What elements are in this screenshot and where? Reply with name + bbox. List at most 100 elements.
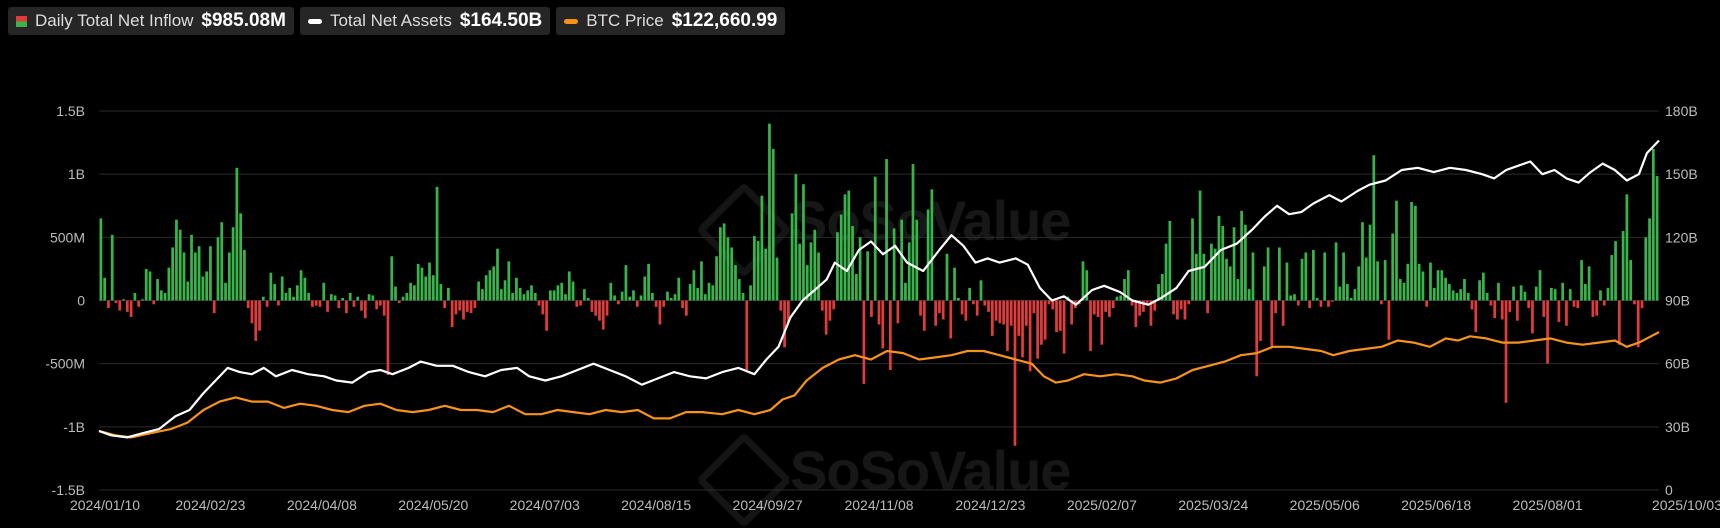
inflow-bar — [1572, 300, 1576, 307]
inflow-bar — [1021, 300, 1024, 358]
legend-inflow-label: Daily Total Net Inflow — [35, 11, 194, 30]
inflow-bar — [1315, 297, 1319, 301]
inflow-bar — [1519, 285, 1523, 301]
inflow-bar — [1024, 300, 1028, 326]
inflow-bar — [348, 292, 352, 301]
inflow-bar — [401, 296, 405, 301]
inflow-bar — [858, 237, 862, 301]
inflow-bar — [303, 277, 307, 301]
inflow-bar — [107, 300, 110, 309]
inflow-bar — [371, 295, 375, 301]
inflow-bar — [1508, 300, 1512, 312]
inflow-bar — [1108, 300, 1111, 317]
inflow-bar — [945, 253, 949, 301]
inflow-bar — [885, 159, 888, 301]
legend-assets[interactable]: Total Net Assets $164.50B — [299, 7, 551, 35]
inflow-bar — [239, 213, 243, 301]
inflow-bar — [1266, 247, 1270, 301]
inflow-bar — [205, 271, 209, 301]
inflow-bar — [639, 295, 643, 301]
inflow-bar — [277, 300, 280, 306]
inflow-bar — [526, 290, 530, 301]
inflow-bar — [409, 282, 412, 301]
inflow-bar — [749, 285, 752, 301]
inflow-bar — [1274, 300, 1277, 314]
inflow-bar — [828, 300, 832, 321]
inflow-bar — [1323, 252, 1327, 301]
inflow-bar — [227, 252, 231, 301]
inflow-bar — [522, 294, 526, 301]
inflow-bar — [1361, 222, 1364, 301]
inflow-bar — [583, 289, 586, 301]
inflow-bar — [518, 287, 522, 301]
inflow-bar — [802, 184, 805, 301]
inflow-bar — [156, 279, 159, 301]
inflow-bar — [356, 296, 360, 301]
inflow-bar — [1417, 263, 1421, 301]
inflow-bar — [786, 300, 790, 322]
inflow-bar — [269, 272, 273, 301]
inflow-bar — [556, 285, 560, 301]
inflow-bar — [431, 275, 435, 301]
inflow-bar — [1629, 260, 1633, 301]
inflow-bar — [1349, 297, 1353, 301]
inflow-bar — [881, 300, 885, 349]
inflow-bar — [1489, 300, 1493, 306]
inflow-bar — [1591, 300, 1595, 317]
inflow-bar — [1047, 300, 1051, 305]
inflow-bar — [341, 297, 344, 301]
inflow-bar — [171, 247, 175, 301]
inflow-bar — [1296, 300, 1300, 306]
inflow-bar — [941, 300, 945, 320]
inflow-bar — [1406, 263, 1410, 301]
inflow-bar — [1617, 300, 1621, 345]
inflow-bar — [1625, 194, 1629, 301]
inflow-bar — [866, 251, 870, 301]
inflow-bar — [375, 300, 378, 310]
btc-line-icon — [564, 18, 579, 24]
inflow-bar — [1070, 300, 1073, 325]
inflow-bar — [1353, 289, 1357, 301]
legend-assets-label: Total Net Assets — [329, 11, 452, 30]
inflow-bar — [658, 300, 662, 325]
inflow-bar — [1398, 279, 1402, 301]
inflow-bar — [159, 290, 163, 301]
inflow-bar — [1512, 286, 1515, 301]
inflow-bar — [1289, 295, 1293, 301]
y-right-tick-label: 150B — [1665, 166, 1698, 182]
inflow-bar — [926, 209, 930, 301]
inflow-bar — [1168, 220, 1172, 301]
inflow-bar — [1036, 300, 1039, 359]
inflow-bar — [579, 300, 582, 306]
inflow-bar — [507, 261, 511, 301]
inflow-bar — [1372, 155, 1376, 301]
inflow-bar — [715, 256, 718, 301]
inflow-bar — [707, 282, 711, 301]
inflow-bar — [964, 300, 968, 321]
inflow-bar — [1194, 253, 1198, 301]
inflow-bar — [503, 280, 507, 301]
inflow-bar — [1255, 300, 1259, 377]
inflow-bar — [193, 252, 197, 301]
y-right-tick-label: 30B — [1665, 419, 1690, 435]
inflow-bar — [1043, 300, 1047, 340]
inflow-bar — [605, 300, 609, 316]
legend-btc[interactable]: BTC Price $122,660.99 — [556, 7, 786, 35]
inflow-bar — [1202, 253, 1206, 301]
legend-inflow[interactable]: Daily Total Net Inflow $985.08M — [8, 7, 294, 35]
y-right-tick-label: 180B — [1665, 103, 1698, 119]
inflow-bar — [934, 300, 938, 326]
inflow-bar — [794, 174, 798, 301]
inflow-bar — [1610, 255, 1614, 301]
inflow-bar — [307, 292, 310, 301]
inflow-bar — [666, 291, 669, 301]
x-tick-label: 2024/05/20 — [398, 497, 468, 513]
inflow-bar — [1380, 300, 1383, 305]
inflow-bar — [979, 280, 983, 301]
inflow-bar — [1459, 289, 1463, 301]
inflow-bar — [318, 300, 322, 307]
inflow-bar — [571, 281, 575, 301]
x-tick-label: 2025/10/03 — [1652, 497, 1720, 513]
inflow-bar — [1580, 260, 1583, 301]
